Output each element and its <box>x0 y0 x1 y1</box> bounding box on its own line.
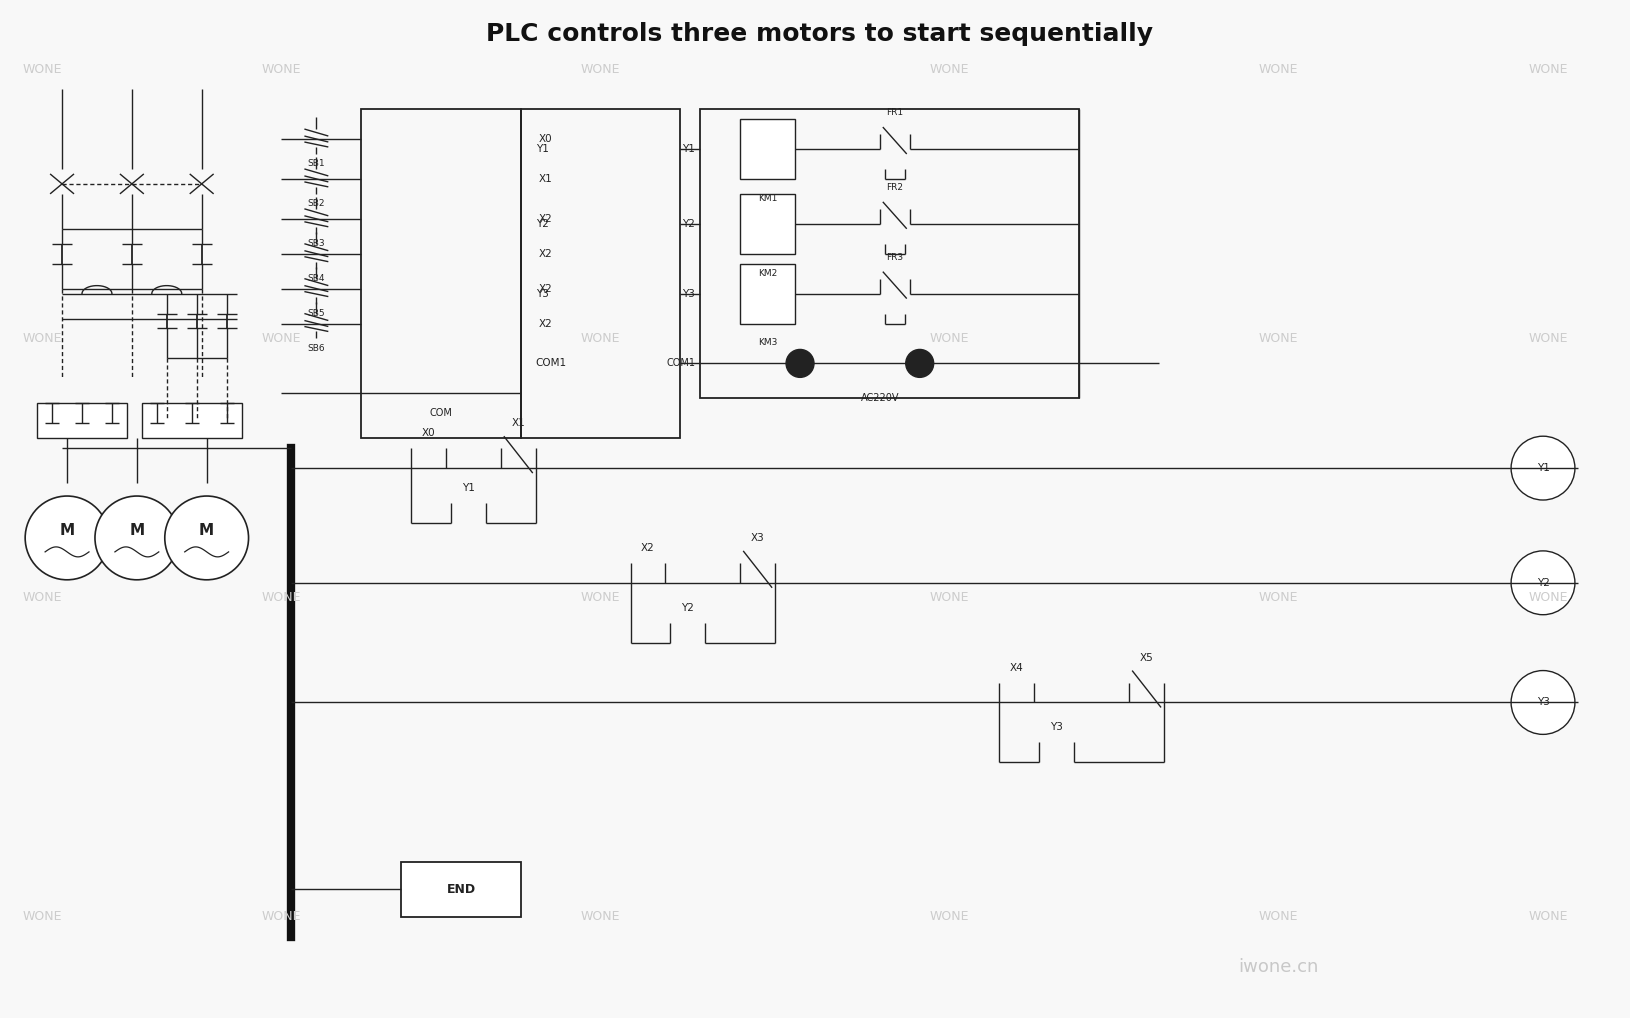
Text: WONE: WONE <box>262 63 302 75</box>
Bar <box>401 862 522 917</box>
Text: WONE: WONE <box>23 63 62 75</box>
Text: WONE: WONE <box>580 910 621 923</box>
Text: WONE: WONE <box>262 591 302 605</box>
Text: SB1: SB1 <box>308 160 324 168</box>
Text: WONE: WONE <box>580 332 621 345</box>
Text: COM1: COM1 <box>667 358 696 369</box>
Text: Y3: Y3 <box>1537 697 1550 708</box>
Circle shape <box>1511 671 1575 734</box>
Circle shape <box>95 496 179 580</box>
Circle shape <box>906 349 934 378</box>
Text: WONE: WONE <box>1529 63 1568 75</box>
Text: COM: COM <box>430 408 453 418</box>
Text: X4: X4 <box>1011 663 1024 673</box>
Bar <box>37 403 127 438</box>
Text: Y2: Y2 <box>681 603 694 613</box>
Text: PLC controls three motors to start sequentially: PLC controls three motors to start seque… <box>486 22 1154 46</box>
Text: Y3: Y3 <box>683 288 696 298</box>
Text: FR1: FR1 <box>887 108 903 117</box>
Text: M: M <box>199 523 214 539</box>
Text: KM3: KM3 <box>758 338 778 347</box>
Text: COM1: COM1 <box>536 358 567 369</box>
Text: SB2: SB2 <box>308 200 324 209</box>
Circle shape <box>1511 551 1575 615</box>
Text: WONE: WONE <box>23 591 62 605</box>
Bar <box>362 109 522 438</box>
Text: SB6: SB6 <box>308 344 324 353</box>
Text: SB4: SB4 <box>308 274 324 283</box>
Text: iwone.cn: iwone.cn <box>1239 958 1319 975</box>
Text: AC220V: AC220V <box>861 393 900 403</box>
Text: WONE: WONE <box>929 332 970 345</box>
Text: Y2: Y2 <box>683 219 696 229</box>
Text: SB3: SB3 <box>308 239 324 248</box>
Circle shape <box>24 496 109 580</box>
Text: X2: X2 <box>540 319 553 329</box>
Text: WONE: WONE <box>262 332 302 345</box>
Text: SB5: SB5 <box>308 309 324 318</box>
Text: WONE: WONE <box>580 63 621 75</box>
Text: Y1: Y1 <box>536 144 549 154</box>
Text: WONE: WONE <box>1258 591 1299 605</box>
Bar <box>740 193 795 253</box>
Text: WONE: WONE <box>580 591 621 605</box>
Text: X0: X0 <box>422 429 435 438</box>
Text: Y1: Y1 <box>1537 463 1550 473</box>
Circle shape <box>1511 436 1575 500</box>
Text: Y2: Y2 <box>1537 578 1550 587</box>
Text: WONE: WONE <box>23 332 62 345</box>
Text: FR2: FR2 <box>887 183 903 191</box>
Text: X0: X0 <box>540 134 553 144</box>
Bar <box>740 119 795 179</box>
Text: X2: X2 <box>540 284 553 293</box>
Text: X1: X1 <box>540 174 553 184</box>
Text: X5: X5 <box>1139 653 1154 663</box>
Text: Y3: Y3 <box>1050 723 1063 732</box>
Text: Y2: Y2 <box>536 219 549 229</box>
Text: X3: X3 <box>751 532 764 543</box>
Bar <box>522 109 680 438</box>
Text: M: M <box>59 523 75 539</box>
Text: END: END <box>447 883 476 896</box>
Text: WONE: WONE <box>1258 910 1299 923</box>
Text: WONE: WONE <box>1258 63 1299 75</box>
Text: FR3: FR3 <box>887 252 903 262</box>
Bar <box>142 403 241 438</box>
Text: WONE: WONE <box>1529 591 1568 605</box>
Text: WONE: WONE <box>262 910 302 923</box>
Text: X2: X2 <box>540 248 553 259</box>
Text: Y3: Y3 <box>536 288 549 298</box>
Text: KM1: KM1 <box>758 193 778 203</box>
Bar <box>740 264 795 324</box>
Circle shape <box>165 496 248 580</box>
Circle shape <box>786 349 813 378</box>
Text: X1: X1 <box>512 418 525 429</box>
Bar <box>701 109 1079 398</box>
Text: X2: X2 <box>540 214 553 224</box>
Text: X2: X2 <box>641 543 655 553</box>
Text: WONE: WONE <box>929 591 970 605</box>
Text: Y1: Y1 <box>683 144 696 154</box>
Text: WONE: WONE <box>1529 332 1568 345</box>
Text: WONE: WONE <box>929 63 970 75</box>
Text: KM2: KM2 <box>758 269 778 278</box>
Text: WONE: WONE <box>929 910 970 923</box>
Text: M: M <box>129 523 145 539</box>
Text: Y1: Y1 <box>461 484 474 493</box>
Text: WONE: WONE <box>23 910 62 923</box>
Text: WONE: WONE <box>1258 332 1299 345</box>
Text: WONE: WONE <box>1529 910 1568 923</box>
